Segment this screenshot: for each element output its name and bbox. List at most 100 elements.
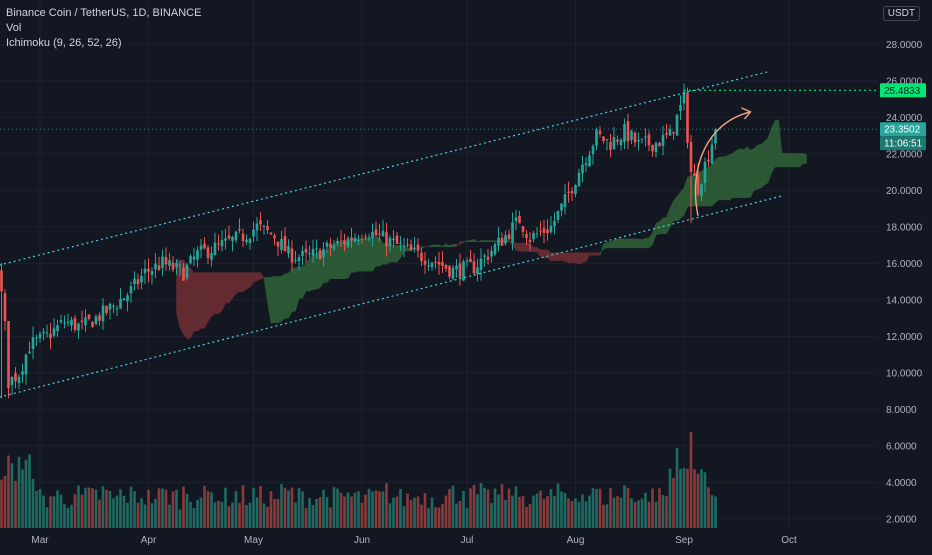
volume-bar xyxy=(168,505,171,528)
candle-body xyxy=(193,257,196,260)
candle-body xyxy=(266,226,269,230)
volume-bar xyxy=(259,486,262,528)
candle xyxy=(683,84,686,111)
volume-bar xyxy=(641,498,644,528)
volume-bar xyxy=(651,488,654,528)
volume-bar xyxy=(46,507,49,528)
ichimoku-cloud-bullish xyxy=(660,218,664,233)
ichimoku-cloud-bullish xyxy=(485,241,489,242)
candle-body xyxy=(242,234,245,241)
candle-body xyxy=(133,279,136,284)
candle-body xyxy=(620,140,623,145)
candle xyxy=(406,238,409,247)
ichimoku-cloud-bullish xyxy=(467,240,471,241)
volume-bar xyxy=(413,498,416,528)
candle-body xyxy=(574,185,577,194)
ichimoku-cloud-bearish xyxy=(558,253,562,261)
volume-bar xyxy=(329,507,332,528)
candle-body xyxy=(487,257,490,260)
candle-body xyxy=(616,140,619,142)
volume-bar xyxy=(63,504,66,528)
candle-body xyxy=(312,249,315,256)
candle xyxy=(536,227,539,238)
candle xyxy=(445,264,448,271)
volume-bar xyxy=(284,488,287,528)
ichimoku-cloud-bullish xyxy=(446,244,450,247)
symbol-title[interactable]: Binance Coin / TetherUS, 1D, BINANCE xyxy=(6,6,201,21)
volume-bar xyxy=(18,457,21,528)
candle xyxy=(711,138,714,165)
candle xyxy=(95,314,98,325)
ichimoku-cloud-bullish xyxy=(282,274,286,321)
volume-bar xyxy=(256,497,259,528)
candle xyxy=(154,253,157,278)
candle xyxy=(245,234,248,244)
volume-bar xyxy=(98,500,101,528)
candle xyxy=(105,305,108,315)
ichimoku-cloud-bearish xyxy=(219,273,223,314)
ichimoku-cloud-bullish xyxy=(681,188,685,218)
candle xyxy=(620,138,623,151)
volume-bar xyxy=(14,481,17,528)
candle-body xyxy=(298,257,301,261)
candle-body xyxy=(245,240,248,243)
ichimoku-cloud-bullish xyxy=(614,239,618,248)
volume-bar xyxy=(686,469,689,528)
candle-body xyxy=(116,308,119,309)
volume-bar xyxy=(371,491,374,528)
volume-bar xyxy=(616,496,619,528)
candle-body xyxy=(676,114,679,135)
volume-bar xyxy=(700,469,703,528)
candle-body xyxy=(343,240,346,244)
candle xyxy=(469,250,472,262)
candle-body xyxy=(284,236,287,251)
candle xyxy=(133,271,136,290)
ichimoku-cloud-bullish xyxy=(747,147,751,198)
candle-body xyxy=(214,243,217,255)
ichimoku-cloud-bullish xyxy=(478,241,482,242)
candle xyxy=(452,265,455,280)
candle-body xyxy=(28,352,31,354)
volume-bar xyxy=(231,503,234,528)
volume-bar xyxy=(147,490,150,528)
volume-bar xyxy=(144,504,147,528)
candle xyxy=(123,298,126,300)
candle-body xyxy=(154,264,157,270)
candle-body xyxy=(238,229,241,230)
candle-body xyxy=(305,249,308,253)
candle xyxy=(231,236,234,252)
ichimoku-cloud-bullish xyxy=(642,238,646,247)
ichimoku-cloud-bullish xyxy=(782,153,786,167)
candle-body xyxy=(105,306,108,313)
volume-bar xyxy=(676,448,679,528)
ichimoku-cloud-bullish xyxy=(684,177,688,215)
candle-body xyxy=(231,237,234,241)
volume-indicator-label[interactable]: Vol xyxy=(6,21,201,36)
ichimoku-cloud-bearish xyxy=(194,273,198,331)
candle xyxy=(413,237,416,253)
candle xyxy=(49,323,52,349)
currency-badge[interactable]: USDT xyxy=(883,6,920,21)
candle-body xyxy=(98,315,101,321)
candle xyxy=(592,144,595,165)
candle xyxy=(581,156,584,182)
ichimoku-indicator-label[interactable]: Ichimoku (9, 26, 52, 26) xyxy=(6,36,201,51)
ichimoku-cloud-bullish xyxy=(380,237,384,266)
candle-body xyxy=(375,229,378,235)
candle-body xyxy=(693,173,696,176)
volume-bar xyxy=(504,500,507,528)
ichimoku-cloud-bullish xyxy=(632,239,636,248)
volume-bar xyxy=(490,503,493,528)
volume-bar xyxy=(508,489,511,528)
volume-layer xyxy=(0,428,717,528)
volume-bar xyxy=(88,487,91,528)
candle xyxy=(494,242,497,256)
candle-body xyxy=(564,194,567,207)
x-tick-label: Sep xyxy=(675,535,693,546)
candle xyxy=(284,227,287,251)
ichimoku-cloud-bearish xyxy=(520,243,524,251)
volume-bar xyxy=(319,497,322,528)
candle-body xyxy=(459,263,462,277)
